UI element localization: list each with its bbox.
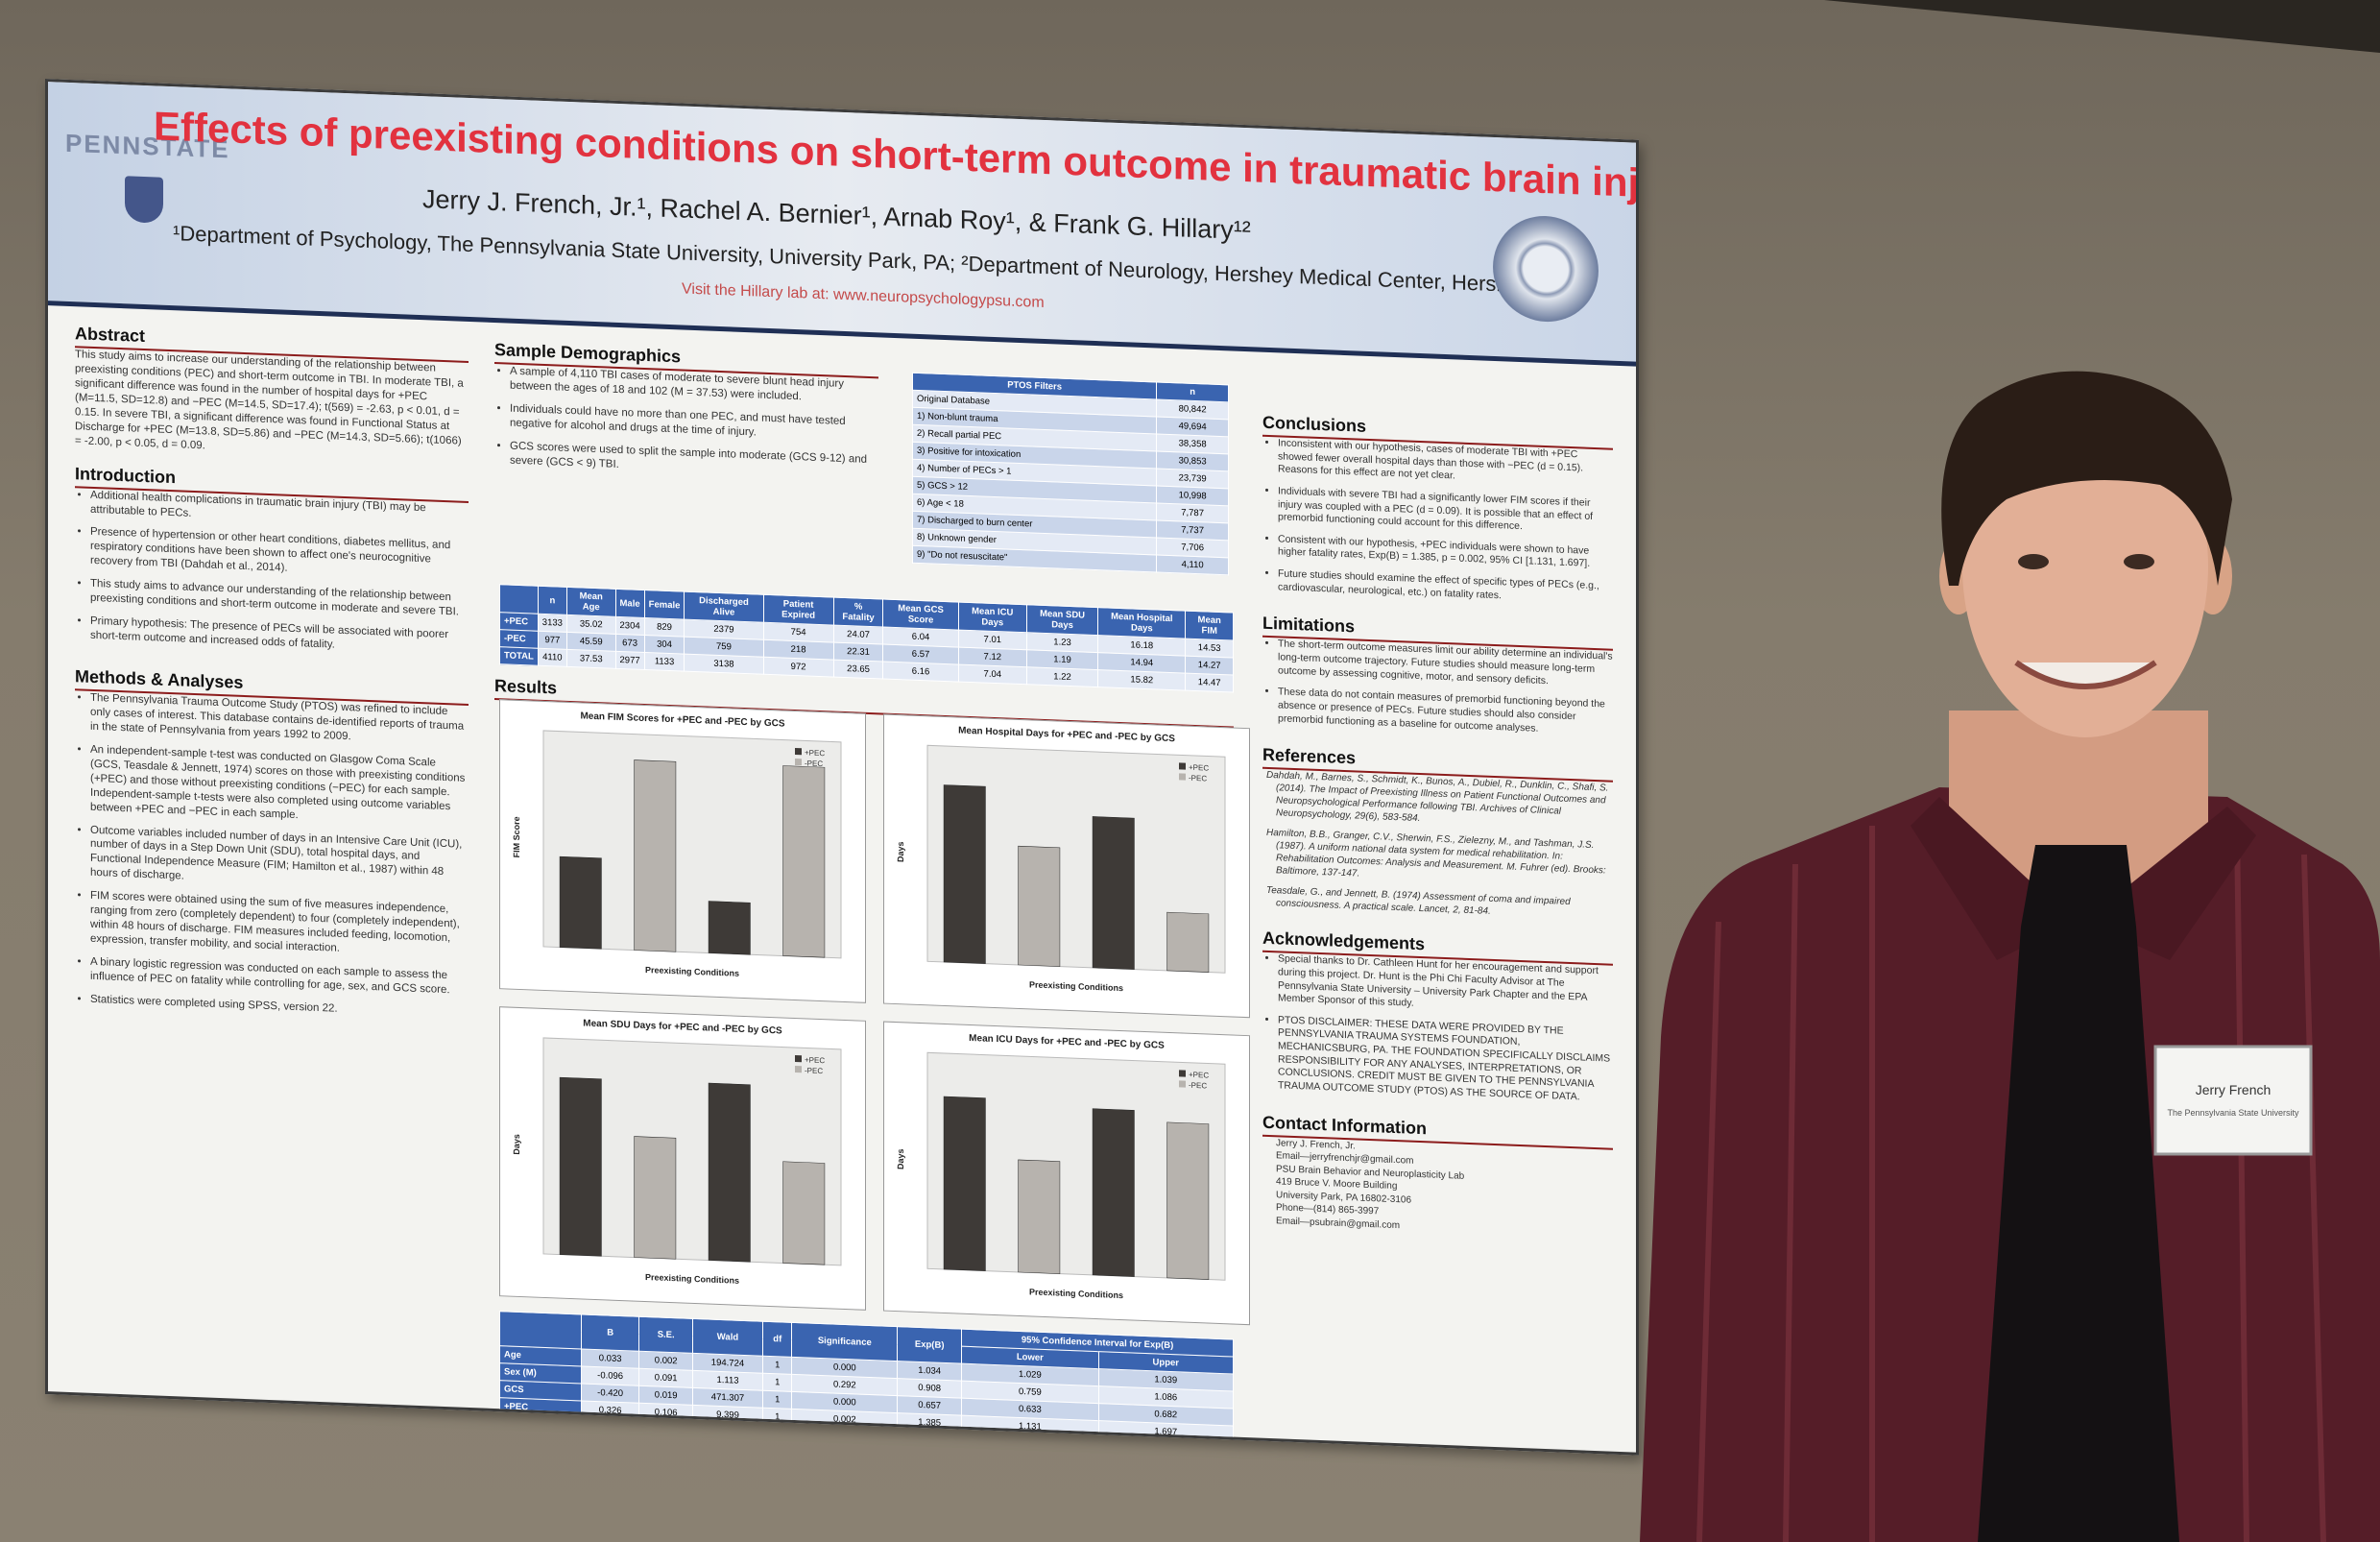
chart: Mean FIM Scores for +PEC and -PEC by GCS… bbox=[499, 699, 866, 1003]
results: Results Mean FIM Scores for +PEC and -PEC… bbox=[494, 670, 1250, 1326]
bar bbox=[708, 1082, 751, 1263]
bar bbox=[1092, 816, 1135, 970]
bar bbox=[1018, 845, 1061, 967]
legend-swatch bbox=[1179, 1080, 1186, 1088]
bar bbox=[1166, 1121, 1210, 1280]
bar bbox=[782, 765, 826, 958]
smile bbox=[2014, 660, 2157, 689]
legend-label: -PEC bbox=[1189, 1081, 1207, 1091]
bar bbox=[559, 1076, 602, 1257]
y-axis-label: Days bbox=[896, 841, 905, 862]
badge-name: Jerry French bbox=[2196, 1082, 2272, 1097]
legend-swatch bbox=[1179, 762, 1186, 770]
bar bbox=[782, 1161, 826, 1265]
plot-area bbox=[926, 744, 1226, 974]
hair bbox=[1941, 371, 2232, 586]
x-axis-label: Preexisting Conditions bbox=[1029, 1287, 1123, 1300]
bar bbox=[634, 1136, 677, 1260]
legend-label: -PEC bbox=[805, 1066, 823, 1075]
legend-swatch bbox=[795, 1055, 802, 1063]
bar bbox=[943, 784, 986, 964]
bar bbox=[943, 1096, 986, 1271]
bar bbox=[708, 901, 751, 955]
bar bbox=[1166, 911, 1210, 973]
eye bbox=[2018, 554, 2049, 569]
poster: PENNSTATE Effects of preexisting conditi… bbox=[45, 79, 1639, 1456]
legend-label: +PEC bbox=[805, 748, 825, 758]
x-axis-label: Preexisting Conditions bbox=[1029, 979, 1123, 993]
legend-label: -PEC bbox=[805, 759, 823, 768]
plot-area bbox=[542, 730, 842, 959]
badge-org: The Pennsylvania State University bbox=[2167, 1108, 2299, 1118]
y-axis-label: Days bbox=[512, 1134, 521, 1155]
ceiling-edge bbox=[1824, 0, 2380, 53]
eye bbox=[2124, 554, 2154, 569]
bar bbox=[1092, 1108, 1135, 1277]
legend-label: +PEC bbox=[805, 1055, 825, 1065]
plot-area bbox=[926, 1051, 1226, 1281]
legend-label: +PEC bbox=[1189, 1071, 1209, 1080]
chart-svg: Mean ICU Days for +PEC and -PEC by GCS+P… bbox=[896, 1033, 1226, 1300]
legend-swatch bbox=[795, 759, 802, 766]
chart-svg: Mean Hospital Days for +PEC and -PEC by … bbox=[896, 726, 1226, 993]
legend-swatch bbox=[1179, 1070, 1186, 1077]
legend-label: -PEC bbox=[1189, 774, 1207, 783]
x-axis-label: Preexisting Conditions bbox=[645, 1272, 739, 1286]
chart-svg: Mean SDU Days for +PEC and -PEC by GCS+P… bbox=[512, 1019, 842, 1286]
chart: Mean Hospital Days for +PEC and -PEC by … bbox=[883, 713, 1250, 1019]
legend-swatch bbox=[795, 748, 802, 756]
y-axis-label: Days bbox=[896, 1148, 905, 1169]
plot-area bbox=[542, 1037, 842, 1266]
legend-swatch bbox=[795, 1066, 802, 1073]
shirt-stripes bbox=[1696, 825, 2326, 1542]
name-badge bbox=[2153, 1045, 2313, 1156]
chart: Mean SDU Days for +PEC and -PEC by GCS +P… bbox=[499, 1006, 866, 1311]
y-axis-label: FIM Score bbox=[512, 816, 521, 857]
bar bbox=[634, 759, 677, 952]
bar bbox=[1018, 1159, 1061, 1274]
chart: Mean ICU Days for +PEC and -PEC by GCS +P… bbox=[883, 1021, 1250, 1326]
legend-label: +PEC bbox=[1189, 763, 1209, 773]
x-axis-label: Preexisting Conditions bbox=[645, 965, 739, 978]
tie bbox=[1978, 845, 2179, 1542]
bar bbox=[559, 855, 602, 950]
chart-svg: Mean FIM Scores for +PEC and -PEC by GCS… bbox=[512, 711, 842, 978]
legend-swatch bbox=[1179, 773, 1186, 781]
